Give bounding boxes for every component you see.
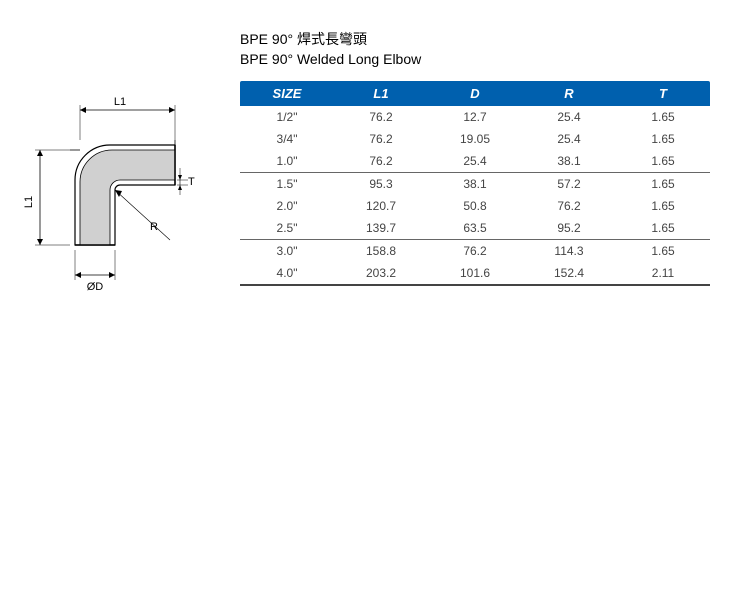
label-d: ØD bbox=[87, 281, 104, 293]
title-block: BPE 90° 焊式長彎頭 BPE 90° Welded Long Elbow bbox=[240, 30, 730, 69]
table-cell: 158.8 bbox=[334, 240, 428, 263]
content-column: BPE 90° 焊式長彎頭 BPE 90° Welded Long Elbow … bbox=[240, 30, 730, 310]
title-line-2: BPE 90° Welded Long Elbow bbox=[240, 50, 730, 70]
table-cell: 76.2 bbox=[334, 128, 428, 150]
table-cell: 114.3 bbox=[522, 240, 616, 263]
row-group: 3.0"158.876.2114.31.654.0"203.2101.6152.… bbox=[240, 240, 710, 286]
table-cell: 57.2 bbox=[522, 173, 616, 196]
table-cell: 1.65 bbox=[616, 240, 710, 263]
table-row: 3.0"158.876.2114.31.65 bbox=[240, 240, 710, 263]
table-cell: 1.65 bbox=[616, 217, 710, 240]
table-cell: 25.4 bbox=[428, 150, 522, 173]
table-cell: 38.1 bbox=[522, 150, 616, 173]
table-cell: 76.2 bbox=[334, 106, 428, 128]
table-cell: 1.65 bbox=[616, 106, 710, 128]
table-header: SIZEL1DRT bbox=[240, 81, 710, 106]
table-cell: 2.0" bbox=[240, 195, 334, 217]
row-group: 1/2"76.212.725.41.653/4"76.219.0525.41.6… bbox=[240, 106, 710, 173]
table-cell: 2.5" bbox=[240, 217, 334, 240]
table-cell: 76.2 bbox=[522, 195, 616, 217]
table-cell: 12.7 bbox=[428, 106, 522, 128]
elbow-diagram: L1 L1 R bbox=[20, 90, 220, 310]
table-cell: 1/2" bbox=[240, 106, 334, 128]
table-cell: 120.7 bbox=[334, 195, 428, 217]
col-header: R bbox=[522, 81, 616, 106]
table-row: 4.0"203.2101.6152.42.11 bbox=[240, 262, 710, 285]
table-cell: 139.7 bbox=[334, 217, 428, 240]
col-header: D bbox=[428, 81, 522, 106]
label-l1-top: L1 bbox=[114, 96, 126, 108]
col-header: T bbox=[616, 81, 710, 106]
table-cell: 76.2 bbox=[428, 240, 522, 263]
table-cell: 1.65 bbox=[616, 150, 710, 173]
table-cell: 25.4 bbox=[522, 128, 616, 150]
table-cell: 1.65 bbox=[616, 128, 710, 150]
table-cell: 63.5 bbox=[428, 217, 522, 240]
table-cell: 95.2 bbox=[522, 217, 616, 240]
table-cell: 3.0" bbox=[240, 240, 334, 263]
table-cell: 1.65 bbox=[616, 195, 710, 217]
table-cell: 101.6 bbox=[428, 262, 522, 285]
table-row: 1/2"76.212.725.41.65 bbox=[240, 106, 710, 128]
table-row: 2.0"120.750.876.21.65 bbox=[240, 195, 710, 217]
table-cell: 25.4 bbox=[522, 106, 616, 128]
table-cell: 1.0" bbox=[240, 150, 334, 173]
col-header: SIZE bbox=[240, 81, 334, 106]
table-cell: 76.2 bbox=[334, 150, 428, 173]
table-cell: 95.3 bbox=[334, 173, 428, 196]
table-row: 2.5"139.763.595.21.65 bbox=[240, 217, 710, 240]
title-line-1: BPE 90° 焊式長彎頭 bbox=[240, 30, 730, 50]
table-cell: 50.8 bbox=[428, 195, 522, 217]
table-cell: 3/4" bbox=[240, 128, 334, 150]
table-cell: 19.05 bbox=[428, 128, 522, 150]
table-row: 3/4"76.219.0525.41.65 bbox=[240, 128, 710, 150]
table-row: 1.5"95.338.157.21.65 bbox=[240, 173, 710, 196]
table-cell: 4.0" bbox=[240, 262, 334, 285]
diagram-column: L1 L1 R bbox=[20, 30, 220, 310]
label-t: T bbox=[188, 176, 195, 188]
table-cell: 203.2 bbox=[334, 262, 428, 285]
label-r: R bbox=[150, 221, 158, 233]
page-container: L1 L1 R bbox=[0, 0, 750, 340]
label-l1-left: L1 bbox=[23, 196, 35, 208]
table-cell: 1.5" bbox=[240, 173, 334, 196]
table-cell: 38.1 bbox=[428, 173, 522, 196]
table-row: 1.0"76.225.438.11.65 bbox=[240, 150, 710, 173]
table-cell: 152.4 bbox=[522, 262, 616, 285]
col-header: L1 bbox=[334, 81, 428, 106]
spec-table: SIZEL1DRT 1/2"76.212.725.41.653/4"76.219… bbox=[240, 81, 710, 286]
table-cell: 2.11 bbox=[616, 262, 710, 285]
row-group: 1.5"95.338.157.21.652.0"120.750.876.21.6… bbox=[240, 173, 710, 240]
table-cell: 1.65 bbox=[616, 173, 710, 196]
